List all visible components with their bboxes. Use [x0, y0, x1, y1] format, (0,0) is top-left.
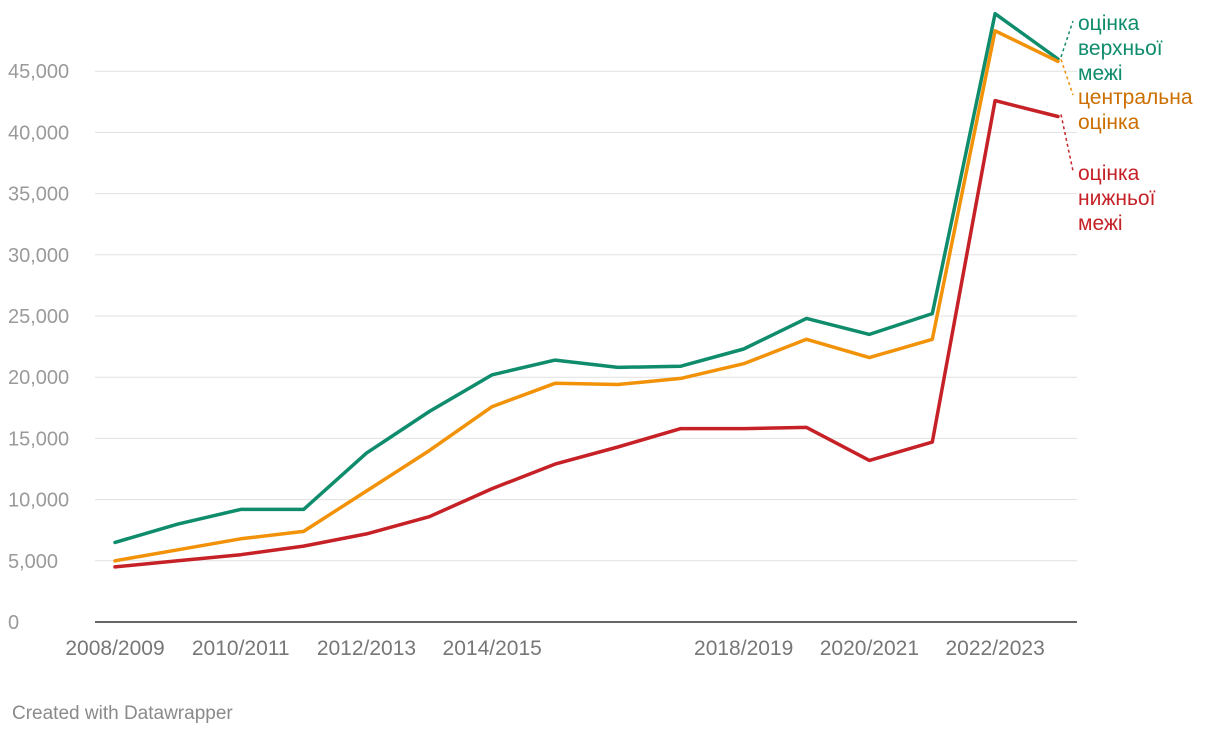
y-gridlines: [95, 70, 1077, 562]
series-line: [113, 98, 1060, 569]
series-label: оцінка верхньої межі: [1078, 12, 1163, 85]
y-axis-tick-labels: 0 5,000 10,000 15,000 20,000 25,000 30,000 35,0…: [8, 61, 69, 634]
series-line: [113, 11, 1060, 545]
x-tick-label: 2022/2023: [945, 637, 1044, 660]
y-tick-label: 30,000: [8, 245, 69, 267]
y-tick-label: 5,000: [8, 551, 58, 573]
datawrapper-credit: Created with Datawrapper: [12, 703, 233, 724]
legend-connector: [1060, 59, 1074, 96]
legend-connector: [1060, 114, 1074, 172]
y-tick-label: 15,000: [8, 428, 69, 450]
x-tick-label: 2008/2009: [65, 637, 164, 660]
y-tick-label: 20,000: [8, 367, 69, 389]
y-tick-label: 0: [8, 612, 19, 634]
series-lines: [113, 11, 1060, 569]
x-tick-label: 2020/2021: [820, 637, 919, 660]
x-tick-label: 2010/2011: [192, 637, 290, 660]
legend-connector: [1060, 20, 1074, 58]
x-tick-label: 2012/2013: [317, 637, 416, 660]
y-tick-label: 45,000: [8, 61, 69, 83]
y-tick-label: 25,000: [8, 306, 69, 328]
x-tick-label: 2018/2019: [694, 637, 793, 660]
y-tick-label: 10,000: [8, 490, 69, 512]
y-tick-label: 40,000: [8, 122, 69, 144]
y-tick-label: 35,000: [8, 184, 69, 206]
series-line: [113, 29, 1060, 563]
x-tick-label: 2014/2015: [443, 637, 542, 660]
series-label: оцінка нижньої межі: [1078, 162, 1156, 235]
x-axis-tick-labels: 2008/2009 2010/2011 2012/2013 2014/2015 2018…: [65, 637, 1044, 660]
series-label: центральна оцінка: [1078, 86, 1193, 134]
